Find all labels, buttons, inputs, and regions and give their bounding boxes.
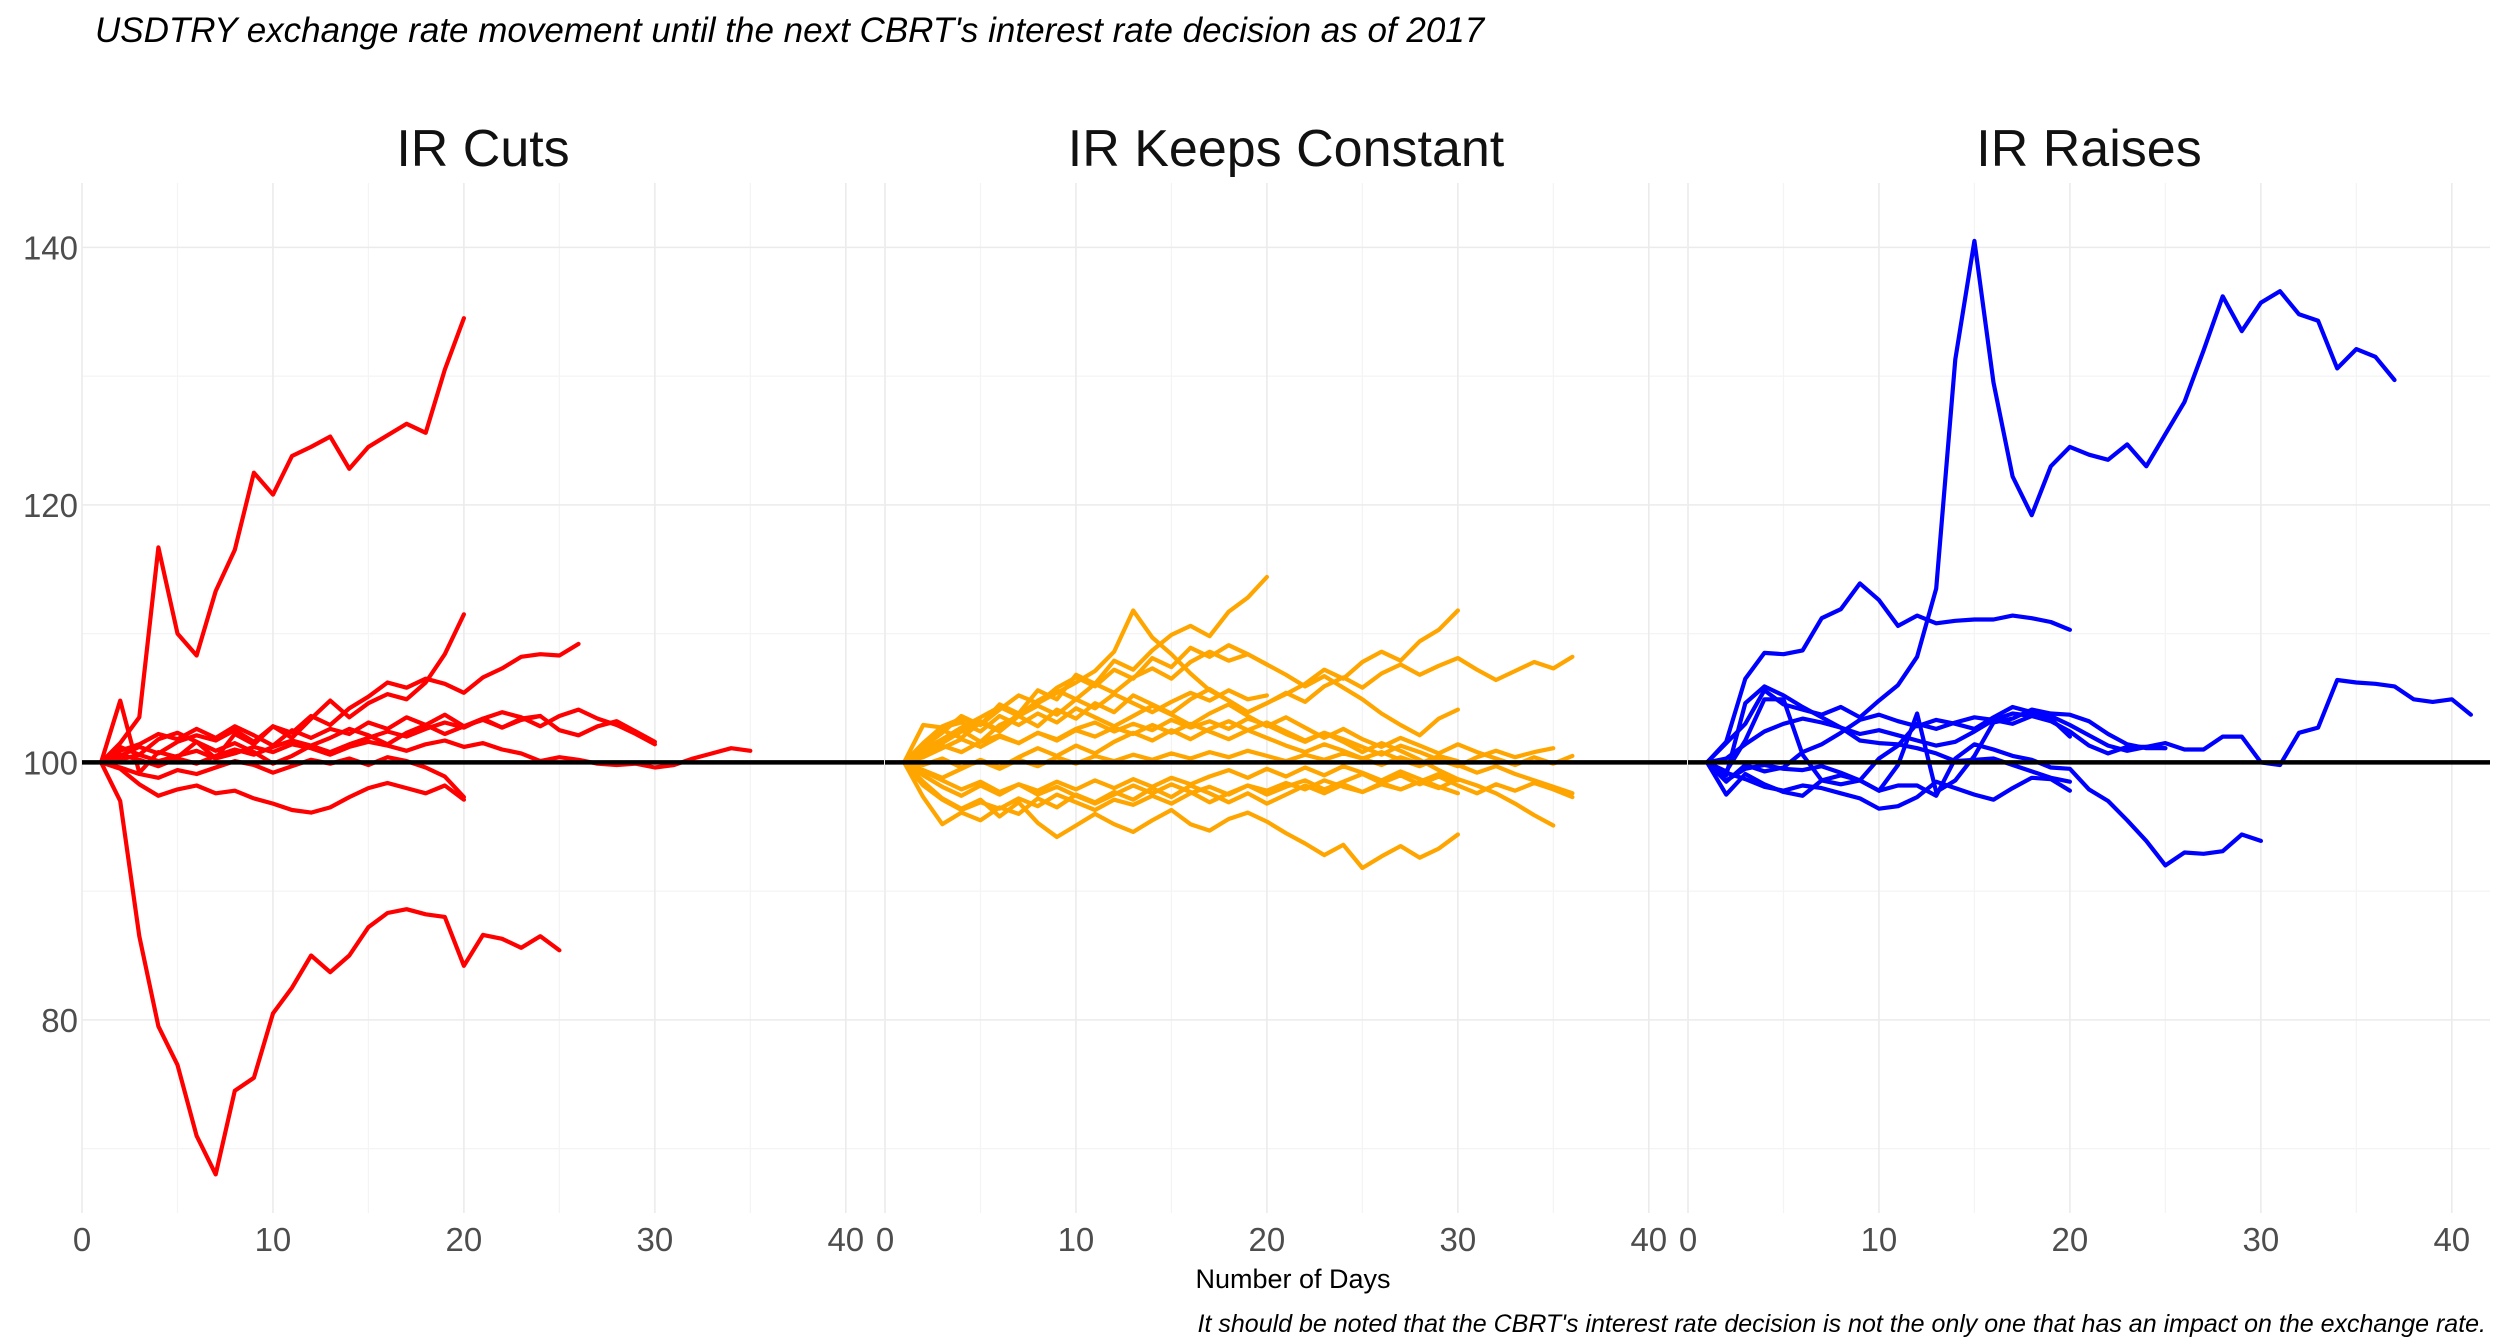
series-line <box>99 316 466 765</box>
x-tick-label: 0 <box>73 1221 91 1258</box>
series-line <box>99 760 562 1177</box>
x-tick-label: 20 <box>446 1221 483 1258</box>
x-tick-label: 0 <box>1679 1221 1697 1258</box>
series-line <box>1705 581 2072 765</box>
facet-title: IR Keeps Constant <box>1068 120 1505 178</box>
chart-title: USDTRY exchange rate movement until the … <box>95 11 1486 50</box>
x-tick-label: 10 <box>1861 1221 1898 1258</box>
x-tick-label: 0 <box>876 1221 894 1258</box>
series-line <box>902 649 1269 765</box>
series-line <box>1705 760 2072 811</box>
facet-panel: IR Cuts 0 10 20 30 40 <box>73 120 884 1258</box>
x-axis-label: Number of Days <box>1195 1264 1390 1294</box>
series-line <box>902 760 1460 871</box>
y-tick-label: 120 <box>23 487 78 524</box>
y-tick-label: 140 <box>23 229 78 266</box>
y-tick-label: 80 <box>41 1002 78 1039</box>
series-line <box>1705 677 2473 784</box>
y-tick-label: 100 <box>23 744 78 781</box>
facet-title: IR Cuts <box>396 120 569 178</box>
x-tick-label: 30 <box>1439 1221 1476 1258</box>
x-tick-label: 30 <box>636 1221 673 1258</box>
series-line <box>1705 697 2072 787</box>
series-line <box>1705 707 2168 795</box>
series-line <box>902 721 1575 796</box>
facet-panels: IR Cuts 0 10 20 30 40 IR Keeps Constant 0 10 20 30… <box>23 120 2490 1258</box>
x-tick-label: 20 <box>1249 1221 1286 1258</box>
series-line <box>1705 742 2263 868</box>
series-line <box>99 712 657 765</box>
series-line <box>99 641 581 765</box>
series-line <box>902 643 1460 765</box>
series-line <box>99 760 466 815</box>
series-line <box>902 760 1556 828</box>
x-tick-label: 20 <box>2052 1221 2089 1258</box>
facet-panel: IR Keeps Constant 0 10 20 30 40 <box>876 120 1687 1258</box>
x-tick-label: 10 <box>255 1221 292 1258</box>
series-line <box>902 688 1269 765</box>
series-line <box>902 760 1460 827</box>
x-tick-label: 40 <box>827 1221 864 1258</box>
series-line <box>902 702 1575 768</box>
x-tick-label: 10 <box>1058 1221 1095 1258</box>
x-tick-label: 40 <box>1630 1221 1667 1258</box>
series-line <box>1705 684 2168 778</box>
chart-caption: It should be noted that the CBRT's inter… <box>1198 1310 2486 1338</box>
facet-panel: IR Raises 0 10 20 30 40 <box>1679 120 2490 1258</box>
facet-title: IR Raises <box>1976 120 2201 178</box>
series-line <box>1705 238 2397 765</box>
series-line <box>902 760 1460 798</box>
x-tick-label: 30 <box>2242 1221 2279 1258</box>
x-tick-label: 40 <box>2433 1221 2470 1258</box>
series-line <box>99 738 753 770</box>
